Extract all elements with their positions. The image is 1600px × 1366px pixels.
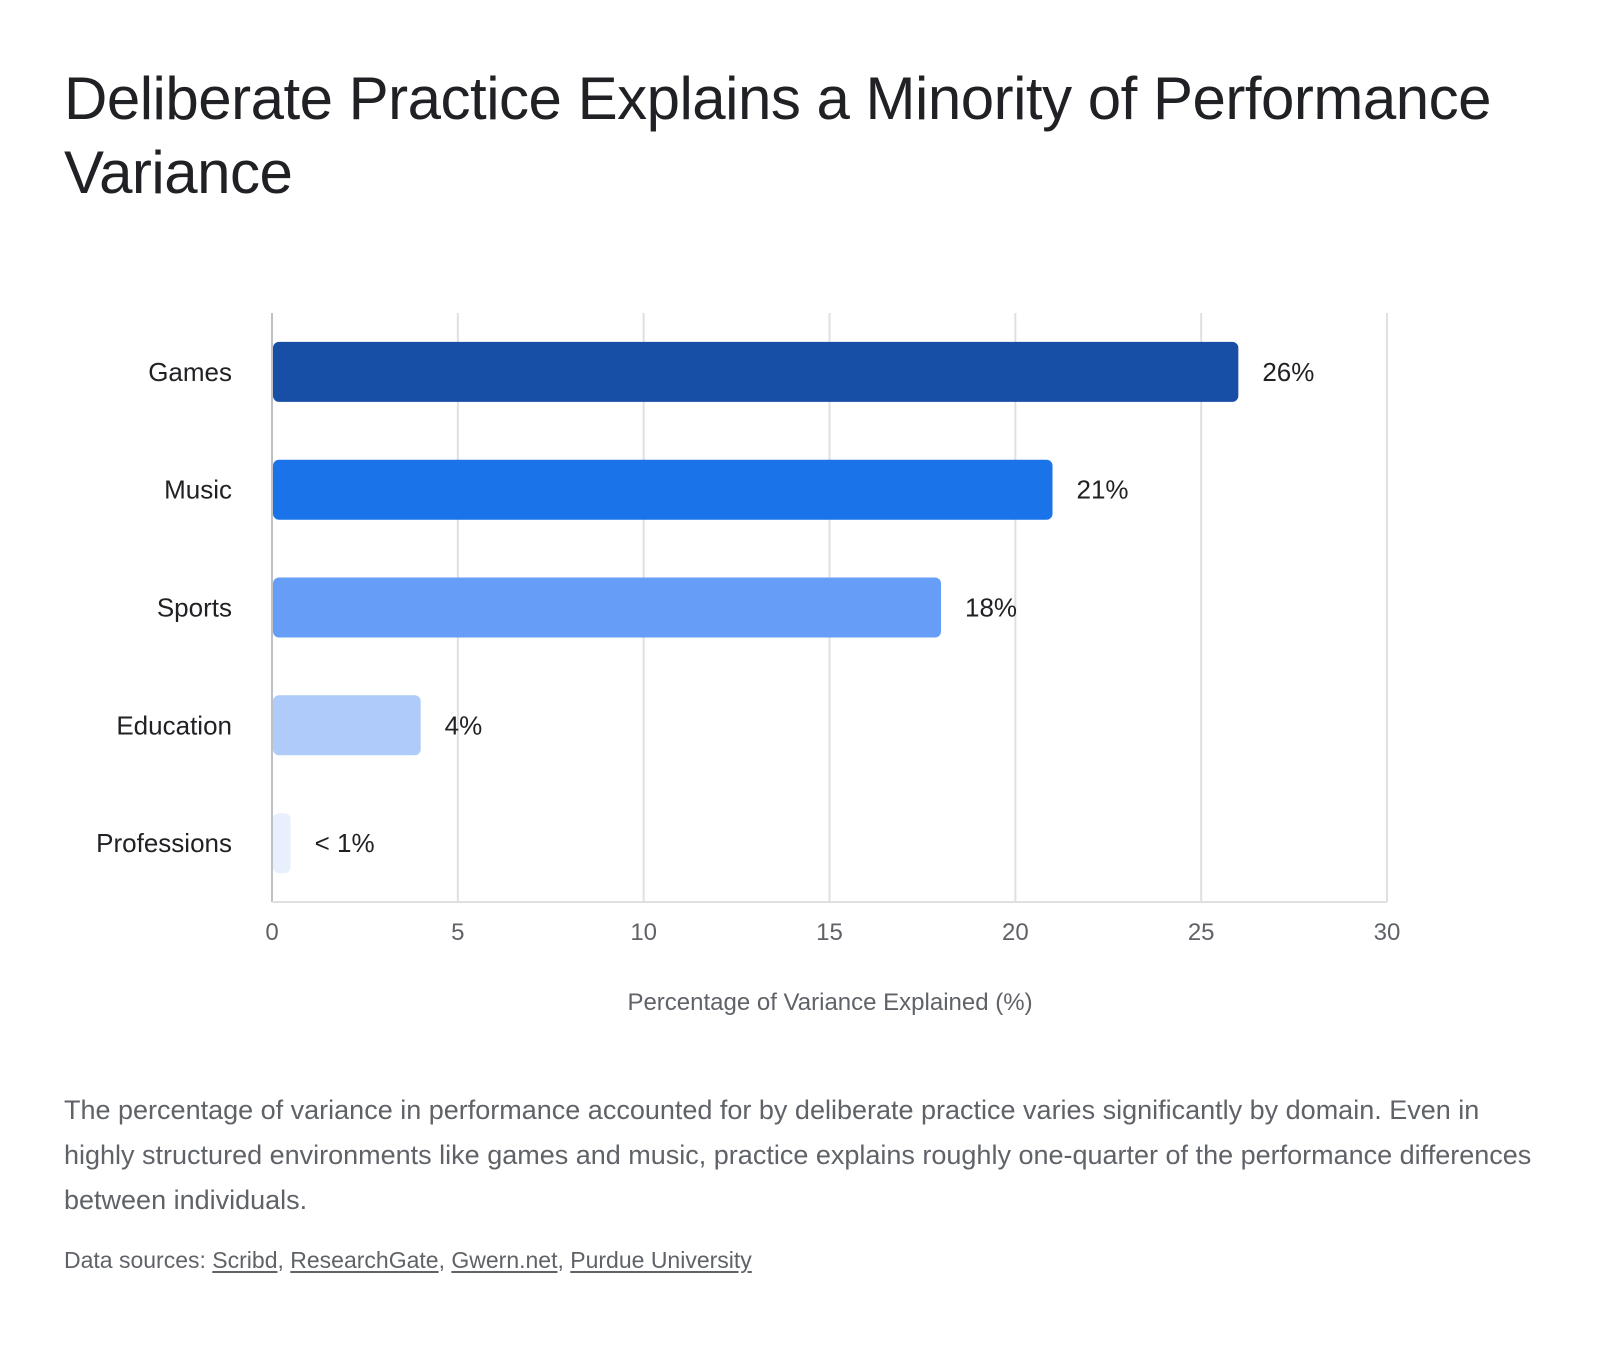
- data-label: < 1%: [315, 828, 375, 858]
- x-tick-label: 0: [265, 919, 278, 946]
- source-separator: ,: [277, 1247, 291, 1273]
- data-label: 26%: [1262, 357, 1314, 387]
- x-tick-label: 20: [1002, 919, 1029, 946]
- source-link-scribd[interactable]: Scribd: [212, 1247, 278, 1273]
- sources-prefix: Data sources:: [64, 1247, 213, 1273]
- source-separator: ,: [438, 1247, 452, 1273]
- chart-caption: The percentage of variance in performanc…: [64, 1095, 1532, 1215]
- x-tick-label: 30: [1374, 919, 1401, 946]
- data-sources: Data sources: Scribd, ResearchGate, Gwer…: [64, 1243, 752, 1277]
- source-link-purdue[interactable]: Purdue University: [570, 1247, 752, 1273]
- x-tick-label: 10: [630, 919, 657, 946]
- bar-education: [273, 695, 421, 756]
- bars: [273, 341, 1239, 874]
- labels: 0 5 10 15 20 25 30 Games 26% Music 21% Sports 18% Edu…: [96, 357, 1400, 946]
- category-label: Music: [164, 475, 232, 505]
- x-tick-label: 25: [1188, 919, 1215, 946]
- bar-sports: [273, 577, 941, 638]
- x-axis-title: Percentage of Variance Explained (%): [627, 989, 1032, 1016]
- source-separator: ,: [557, 1247, 571, 1273]
- x-tick-label: 5: [451, 919, 464, 946]
- source-link-researchgate[interactable]: ResearchGate: [290, 1247, 439, 1273]
- bar-games: [273, 341, 1239, 402]
- category-label: Professions: [96, 828, 232, 858]
- data-label: 21%: [1077, 475, 1129, 505]
- chart-title: Deliberate Practice Explains a Minority …: [64, 65, 1491, 206]
- bar-chart: 0 5 10 15 20 25 30 Games 26% Music 21% Sports 18% Edu…: [96, 313, 1400, 1016]
- data-label: 4%: [445, 710, 483, 740]
- category-label: Games: [148, 357, 232, 387]
- category-label: Sports: [157, 593, 232, 623]
- source-link-gwern[interactable]: Gwern.net: [451, 1247, 558, 1273]
- bar-professions: [273, 813, 291, 874]
- x-tick-label: 15: [816, 919, 843, 946]
- bar-music: [273, 459, 1053, 520]
- data-label: 18%: [965, 593, 1017, 623]
- category-label: Education: [116, 710, 232, 740]
